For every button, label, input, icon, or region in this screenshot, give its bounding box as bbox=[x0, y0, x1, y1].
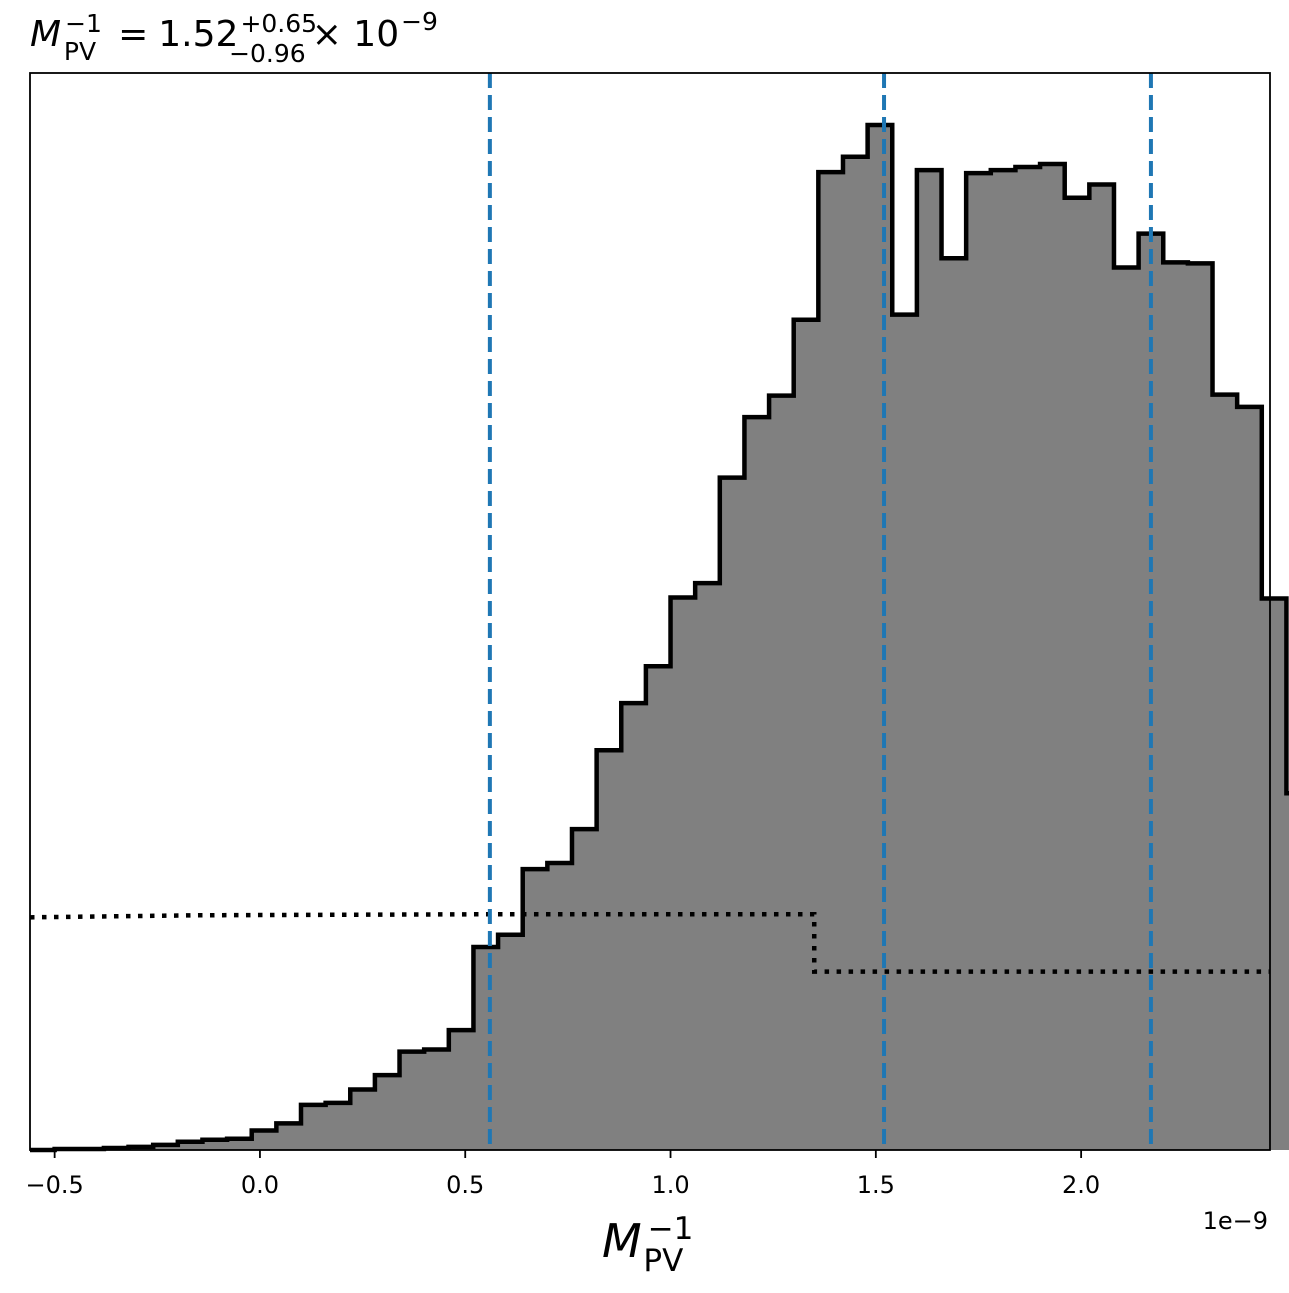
histogram-bar bbox=[1064, 197, 1090, 1150]
histogram-bar bbox=[522, 869, 548, 1150]
title-times: × 10 bbox=[312, 14, 399, 55]
histogram-bar bbox=[867, 125, 893, 1150]
x-axis-ticks: −0.5 0.0 0.5 1.0 1.5 2.0 bbox=[25, 1150, 1100, 1199]
title-value: 1.52 bbox=[158, 14, 238, 55]
histogram-bar bbox=[1040, 163, 1066, 1150]
histogram-bar bbox=[350, 1089, 376, 1150]
reference-lines bbox=[487, 73, 1153, 1150]
histogram-bar bbox=[1015, 167, 1041, 1150]
histogram-outline bbox=[30, 122, 1289, 1153]
histogram-bar bbox=[990, 170, 1016, 1151]
title-equals: = bbox=[118, 14, 148, 55]
histogram-bar bbox=[202, 1139, 228, 1150]
x-axis-label: M −1 PV bbox=[602, 1211, 693, 1279]
histogram-bar bbox=[374, 1075, 400, 1150]
histogram-bar bbox=[473, 947, 499, 1150]
histogram-bar bbox=[1163, 262, 1189, 1151]
histogram-bar bbox=[719, 477, 745, 1151]
histogram-bar bbox=[1113, 267, 1140, 1151]
histogram-bar bbox=[1187, 263, 1213, 1150]
title-upper-error: +0.65 bbox=[240, 9, 317, 38]
title-lower-error: −0.96 bbox=[229, 39, 306, 68]
histogram-bar bbox=[448, 1030, 474, 1150]
chart-title: M −1 PV = 1.52+0.65 −0.96 × 10−9 bbox=[30, 7, 438, 68]
histogram-bar bbox=[818, 172, 844, 1150]
histogram-bar bbox=[498, 934, 524, 1150]
x-offset-text: 1e−9 bbox=[1203, 1207, 1268, 1235]
histogram-bar bbox=[1286, 793, 1289, 1150]
histogram-bar bbox=[325, 1102, 351, 1150]
histogram-bar bbox=[916, 170, 942, 1151]
title-symbol: M bbox=[30, 14, 61, 55]
histogram-bar bbox=[695, 583, 721, 1150]
xlabel-subscript: PV bbox=[643, 1243, 683, 1279]
histogram-bars bbox=[30, 122, 1289, 1153]
histogram-bar bbox=[892, 314, 918, 1150]
histogram-bar bbox=[153, 1144, 179, 1150]
histogram-bar bbox=[276, 1123, 302, 1150]
x-tick-label: 1.0 bbox=[651, 1171, 689, 1199]
histogram-bar bbox=[793, 319, 819, 1150]
x-tick-label: 2.0 bbox=[1062, 1171, 1100, 1199]
histogram-bar bbox=[571, 829, 598, 1150]
histogram-bar bbox=[177, 1141, 203, 1150]
histogram-bar bbox=[399, 1051, 425, 1150]
histogram-bar bbox=[1212, 394, 1238, 1150]
histogram-bar bbox=[941, 258, 967, 1150]
histogram-bar bbox=[547, 863, 573, 1150]
x-tick-label: 0.0 bbox=[241, 1171, 279, 1199]
histogram-bar bbox=[596, 750, 622, 1150]
plot-frame bbox=[29, 72, 1271, 1151]
title-superscript: −1 bbox=[65, 9, 102, 38]
histogram-bar bbox=[300, 1104, 327, 1150]
title-subscript: PV bbox=[64, 37, 96, 66]
histogram-bar bbox=[744, 417, 770, 1150]
histogram-bar bbox=[621, 703, 647, 1150]
histogram-bar bbox=[251, 1130, 277, 1150]
histogram-bar bbox=[670, 597, 696, 1150]
x-tick-label: −0.5 bbox=[25, 1171, 83, 1199]
xlabel-symbol: M bbox=[602, 1214, 642, 1268]
histogram-bar bbox=[645, 666, 671, 1150]
x-tick-label: 1.5 bbox=[857, 1171, 895, 1199]
histogram-bar bbox=[227, 1138, 253, 1150]
histogram-bar bbox=[842, 156, 869, 1150]
title-exponent: −9 bbox=[401, 7, 438, 36]
histogram-bar bbox=[769, 395, 795, 1151]
x-tick-label: 0.5 bbox=[446, 1171, 484, 1199]
histogram-bar bbox=[1261, 598, 1287, 1150]
xlabel-superscript: −1 bbox=[648, 1211, 694, 1247]
histogram-bar bbox=[966, 173, 992, 1151]
histogram-bar bbox=[424, 1049, 450, 1150]
histogram-bar bbox=[1237, 406, 1263, 1150]
histogram-bar bbox=[1089, 184, 1115, 1150]
